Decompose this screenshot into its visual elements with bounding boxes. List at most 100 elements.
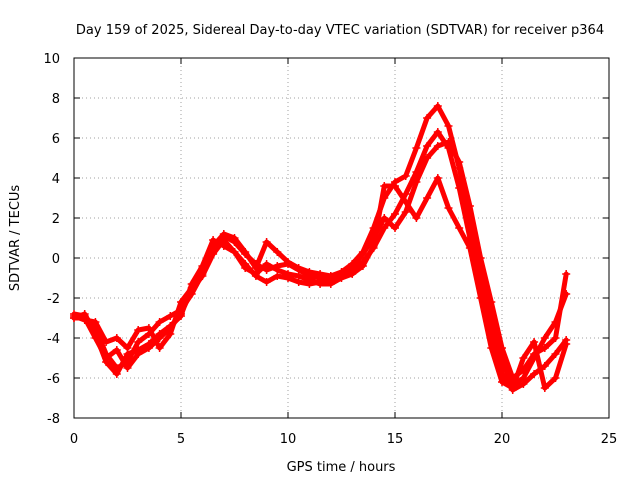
data-point <box>209 242 218 250</box>
data-point <box>487 298 496 306</box>
data-point <box>423 154 432 162</box>
y-tick-label: 0 <box>52 252 60 267</box>
data-point <box>401 208 410 216</box>
data-point <box>284 270 292 278</box>
data-point <box>326 280 335 288</box>
data-point <box>112 334 121 342</box>
data-point <box>465 244 474 252</box>
y-tick-label: 4 <box>52 172 60 187</box>
data-point <box>358 262 367 270</box>
data-point <box>391 224 399 232</box>
data-point <box>348 270 357 278</box>
data-point <box>155 344 164 352</box>
data-point <box>530 338 539 346</box>
data-point <box>102 354 111 362</box>
data-point <box>262 238 271 246</box>
data-point <box>562 270 571 278</box>
data-point <box>177 310 185 318</box>
data-point <box>358 250 367 258</box>
data-point <box>251 270 260 278</box>
x-tick-label: 0 <box>70 432 78 447</box>
data-point <box>134 326 143 334</box>
y-axis-label: SDTVAR / TECUs <box>8 185 23 292</box>
data-point <box>423 114 432 122</box>
data-point <box>476 254 485 262</box>
x-tick-label: 15 <box>387 432 404 447</box>
data-point <box>455 184 464 192</box>
series-trace-d <box>70 174 571 392</box>
data-point <box>412 144 421 152</box>
y-tick-label: 8 <box>52 92 60 107</box>
data-point <box>455 224 464 232</box>
data-point <box>540 344 549 352</box>
data-point <box>166 312 175 320</box>
data-points <box>70 102 571 394</box>
data-point <box>337 274 346 282</box>
data-point <box>498 378 506 386</box>
data-point <box>155 334 164 342</box>
data-point <box>519 380 528 388</box>
data-point <box>551 350 560 358</box>
data-point <box>262 278 271 286</box>
data-point <box>412 178 421 186</box>
data-point <box>508 384 517 392</box>
data-point <box>166 324 175 332</box>
data-point <box>562 340 571 348</box>
data-point <box>380 182 389 190</box>
data-point <box>380 214 389 222</box>
data-point <box>112 346 121 354</box>
data-point <box>423 142 432 150</box>
data-point <box>551 334 560 342</box>
data-point <box>294 272 303 280</box>
y-tick-label: -2 <box>47 292 60 307</box>
plot-frame <box>73 57 610 419</box>
data-point <box>305 268 314 276</box>
data-point <box>294 264 303 272</box>
y-tick-label: -8 <box>47 412 60 427</box>
data-point <box>134 350 143 358</box>
data-point <box>230 248 239 256</box>
data-point <box>444 122 453 130</box>
data-point <box>70 314 78 322</box>
data-point <box>187 286 196 294</box>
data-point <box>284 258 292 266</box>
data-point <box>112 370 121 378</box>
data-point <box>219 236 228 244</box>
y-tick-label: -6 <box>47 372 60 387</box>
data-point <box>123 364 132 372</box>
data-point <box>144 344 153 352</box>
data-point <box>123 344 132 352</box>
data-point <box>530 370 539 378</box>
data-point <box>540 384 549 392</box>
data-point <box>241 248 250 256</box>
data-point <box>551 374 560 382</box>
data-point <box>433 174 442 182</box>
data-point <box>91 318 100 326</box>
data-point <box>401 198 410 206</box>
data-point <box>273 266 282 274</box>
y-tick-label: 10 <box>43 52 60 67</box>
data-point <box>102 338 111 346</box>
data-point <box>241 264 250 272</box>
x-tick-label: 5 <box>177 432 185 447</box>
data-point <box>433 102 442 110</box>
data-point <box>455 158 464 166</box>
data-point <box>198 272 207 280</box>
data-point <box>209 250 218 258</box>
data-point <box>369 242 378 250</box>
axis-ticks <box>73 57 610 419</box>
data-point <box>316 280 325 288</box>
data-point <box>487 344 496 352</box>
data-point <box>423 194 432 202</box>
data-point <box>80 314 89 322</box>
data-point <box>262 260 271 268</box>
x-tick-label: 25 <box>601 432 618 447</box>
data-point <box>155 318 164 326</box>
data-point <box>401 172 410 180</box>
y-tick-label: 2 <box>52 212 60 227</box>
data-point <box>412 214 421 222</box>
data-point <box>444 138 453 146</box>
data-point <box>230 234 239 242</box>
data-point <box>540 334 549 342</box>
